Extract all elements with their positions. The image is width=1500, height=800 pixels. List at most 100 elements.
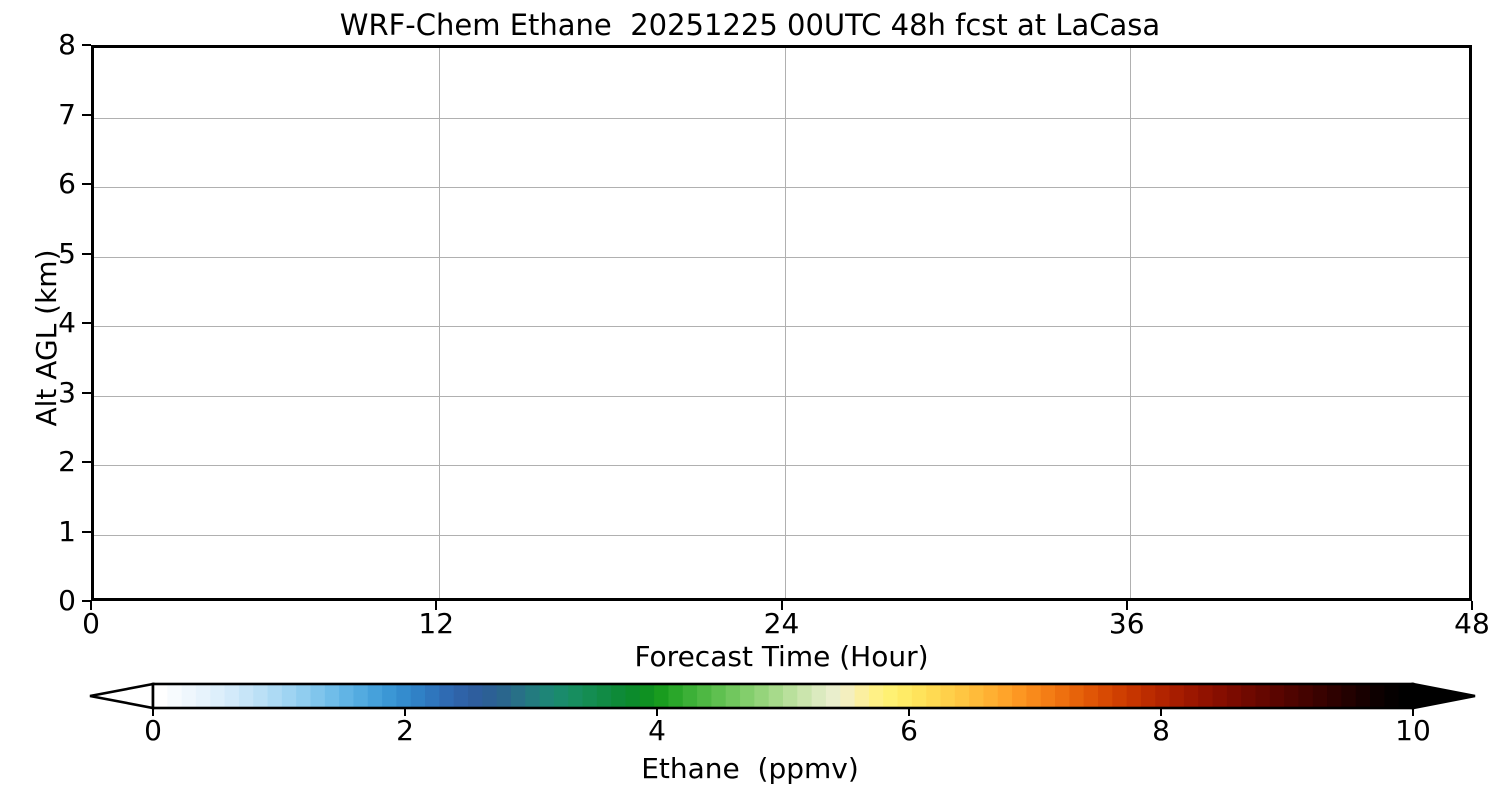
colorbar-segment xyxy=(253,684,269,708)
colorbar-segment xyxy=(1226,684,1242,708)
gridline-horizontal xyxy=(94,534,1469,536)
colorbar-segment xyxy=(410,684,426,708)
colorbar-segment xyxy=(353,684,369,708)
colorbar-segment xyxy=(167,684,183,708)
colorbar-outline xyxy=(151,682,1415,710)
colorbar-segment xyxy=(1112,684,1128,708)
colorbar-segment xyxy=(181,684,197,708)
colorbar-segment xyxy=(382,684,397,708)
colorbar-segment xyxy=(1341,684,1357,708)
x-tick-mark xyxy=(1125,601,1128,610)
colorbar-segment xyxy=(840,684,856,708)
colorbar-segment xyxy=(1083,684,1099,708)
colorbar-segment xyxy=(682,684,698,708)
x-axis-label: Forecast Time (Hour) xyxy=(634,640,929,673)
colorbar-gradient xyxy=(89,682,1476,710)
colorbar-segment xyxy=(439,684,455,708)
colorbar-segment xyxy=(983,684,999,708)
colorbar-label: Ethane (ppmv) xyxy=(641,752,859,785)
colorbar-segment xyxy=(582,684,598,708)
colorbar-segment xyxy=(210,684,226,708)
colorbar-segment xyxy=(997,684,1013,708)
colorbar-segment xyxy=(868,684,884,708)
colorbar-segment xyxy=(1155,684,1171,708)
colorbar-segment xyxy=(1312,684,1328,708)
gridline-horizontal xyxy=(94,395,1469,397)
colorbar-segment xyxy=(825,684,841,708)
colorbar-segment xyxy=(267,684,283,708)
colorbar-segment xyxy=(1370,684,1385,708)
colorbar-segment xyxy=(725,684,741,708)
y-tick-label: 5 xyxy=(58,236,76,270)
colorbar-segment xyxy=(611,684,626,708)
x-tick-label: 0 xyxy=(82,607,100,640)
colorbar-segment xyxy=(453,684,469,708)
colorbar-tick-mark xyxy=(404,708,406,716)
colorbar-segment xyxy=(1284,684,1299,708)
gridline-horizontal xyxy=(94,326,1469,327)
x-tick-mark xyxy=(780,601,783,610)
y-tick-mark xyxy=(82,252,91,255)
colorbar-segment xyxy=(525,684,541,708)
colorbar-segment xyxy=(1140,684,1156,708)
y-tick-mark xyxy=(82,600,91,602)
colorbar-segment xyxy=(926,684,941,708)
colorbar-segment xyxy=(1298,684,1314,708)
colorbar-segment xyxy=(1126,684,1142,708)
colorbar-segment xyxy=(425,684,440,708)
colorbar-segment xyxy=(911,684,927,708)
colorbar-tick-label: 2 xyxy=(396,714,414,747)
colorbar-over-arrow xyxy=(1411,682,1476,710)
colorbar-segment xyxy=(339,684,354,708)
y-tick-label: 7 xyxy=(58,97,76,131)
gridline-vertical xyxy=(1129,48,1131,598)
y-tick-label: 6 xyxy=(58,167,76,200)
colorbar-segment xyxy=(1327,684,1342,708)
gridline-vertical xyxy=(439,48,441,598)
colorbar-segment xyxy=(754,684,770,708)
colorbar-segment xyxy=(1212,684,1228,708)
colorbar-segment xyxy=(1398,684,1414,708)
colorbar-segment xyxy=(553,684,569,708)
colorbar-segment xyxy=(1183,684,1199,708)
colorbar-segment xyxy=(310,684,326,708)
colorbar-segment xyxy=(854,684,870,708)
y-tick-label: 4 xyxy=(58,306,76,339)
colorbar-segment xyxy=(468,684,483,708)
y-tick-mark xyxy=(82,391,91,394)
y-tick-label: 3 xyxy=(58,375,76,409)
colorbar-segment xyxy=(153,684,168,708)
x-tick-label: 24 xyxy=(763,607,800,640)
colorbar-segment xyxy=(1198,684,1214,708)
gridline-vertical xyxy=(784,48,786,598)
gridline-horizontal xyxy=(94,256,1469,258)
colorbar-tick-mark xyxy=(908,708,910,716)
colorbar-segment xyxy=(224,684,240,708)
y-tick-label: 0 xyxy=(58,584,76,617)
colorbar-segment xyxy=(625,684,641,708)
colorbar-segment xyxy=(396,684,412,708)
colorbar-segment xyxy=(940,684,956,708)
y-tick-mark xyxy=(82,322,91,324)
colorbar-tick-mark xyxy=(656,708,658,716)
colorbar-segment xyxy=(711,684,727,708)
y-tick-label: 8 xyxy=(58,28,76,61)
colorbar-segment xyxy=(596,684,612,708)
colorbar-segment xyxy=(639,684,655,708)
colorbar-segment xyxy=(195,684,211,708)
x-tick-mark xyxy=(1471,601,1473,610)
y-tick-mark xyxy=(82,530,91,533)
y-tick-label: 1 xyxy=(58,514,76,548)
colorbar-segment xyxy=(797,684,813,708)
colorbar-tick-label: 0 xyxy=(144,714,162,747)
y-tick-mark xyxy=(82,461,91,463)
gridline-horizontal xyxy=(94,117,1469,119)
colorbar-segment xyxy=(1098,684,1113,708)
colorbar-segment xyxy=(1355,684,1371,708)
colorbar-segment xyxy=(1069,684,1085,708)
colorbar-segment xyxy=(1169,684,1185,708)
colorbar-segment xyxy=(654,684,669,708)
colorbar-segment xyxy=(1384,684,1400,708)
colorbar-tick-label: 6 xyxy=(900,714,918,747)
